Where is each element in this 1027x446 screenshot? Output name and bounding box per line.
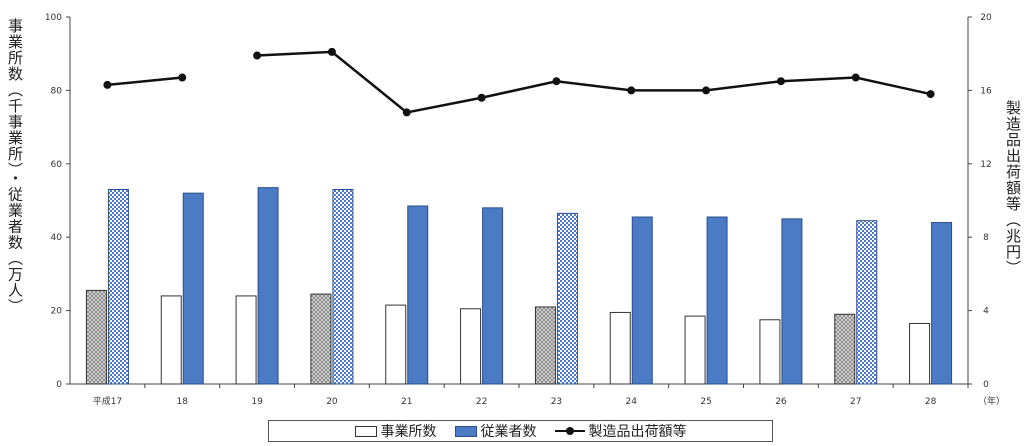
legend-swatch-line [554,425,585,437]
bar-establishments [534,306,556,385]
bar-establishments [609,311,631,385]
x-tick-label: 25 [700,397,711,407]
x-tick-label: 26 [775,397,787,407]
legend-swatch-blue [454,425,477,437]
right-tick-label: 8 [983,233,989,243]
left-tick-label: 20 [51,307,63,317]
shipment-point [851,73,860,82]
left-axis-title: 事業所数（千事業所）・従業者数（万人） [6,18,24,315]
left-tick-label: 40 [51,233,63,243]
shipment-point [402,108,411,117]
shipment-line [257,50,931,114]
bar-establishments [385,304,407,385]
bar-establishments [310,293,332,385]
x-tick-label: 24 [626,397,638,407]
bar-establishments [759,319,781,385]
chart-canvas: 0 20 40 60 80 100 0 4 8 12 16 20 平成17 18 19 20 21 22 23 24 2… [45,13,1005,407]
legend-item-establishments: 事業所数 [354,421,437,441]
axes-group [66,16,972,388]
bar-establishments [235,295,257,385]
right-tick-label: 4 [983,307,989,317]
right-tick-label: 0 [983,380,989,390]
line-group [103,47,935,117]
x-tick-label: 20 [326,397,338,407]
shipment-point [552,77,561,86]
x-tick-label: 21 [401,397,412,407]
bar-employees [407,205,429,385]
bar-establishments [909,322,931,385]
left-tick-label: 100 [45,13,62,23]
shipment-point [926,90,935,99]
shipment-point [327,47,336,56]
x-tick-label: 22 [476,397,487,407]
legend-label-shipments: 製造品出荷額等 [588,424,687,440]
shipment-point [627,86,636,95]
bar-employees [332,188,354,385]
bar-establishments [160,295,182,385]
shipment-point [103,80,112,89]
shipment-point [776,77,785,86]
shipment-point [178,73,187,82]
bar-employees [107,188,129,385]
x-tick-label: 18 [177,397,189,407]
x-tick-label: 19 [251,397,263,407]
right-tick-label: 12 [980,160,991,170]
bar-establishments [834,313,856,385]
shipment-point [253,51,262,60]
legend-item-employees: 従業者数 [454,421,537,441]
right-tick-label: 16 [980,86,992,96]
bar-employees [931,222,953,385]
right-axis-title: 製造品出荷額等（兆円） [1004,100,1022,276]
legend-swatch-white [354,425,377,437]
bar-employees [482,207,504,385]
shipment-line [107,76,183,87]
x-tick-label: 23 [551,397,562,407]
bars-group [85,187,953,385]
x-tick-label: 28 [925,397,937,407]
left-tick-label: 60 [51,160,63,170]
bar-establishments [460,308,482,385]
bar-employees [556,212,578,385]
bar-employees [631,216,653,385]
shipment-point [477,93,486,102]
left-tick-label: 80 [51,86,63,96]
bar-employees [257,187,279,385]
right-tick-label: 20 [980,13,992,23]
legend: 事業所数 従業者数 製造品出荷額等 [268,420,773,442]
bar-establishments [684,315,706,385]
legend-item-shipments: 製造品出荷額等 [554,421,687,441]
x-tick-label: 平成17 [93,395,122,407]
bar-employees [182,192,204,385]
x-tick-label: 27 [850,397,861,407]
legend-label-employees: 従業者数 [480,424,537,440]
legend-label-establishments: 事業所数 [380,424,437,440]
bar-employees [706,216,728,385]
bar-establishments [85,289,107,385]
bar-employees [856,220,878,385]
left-tick-label: 0 [56,380,62,390]
bar-employees [781,218,803,385]
tick-labels-group: 0 20 40 60 80 100 0 4 8 12 16 20 平成17 18 19 20 21 22 23 24 2… [45,13,1005,407]
shipment-point [702,86,711,95]
x-unit-label: （年） [978,395,1005,407]
